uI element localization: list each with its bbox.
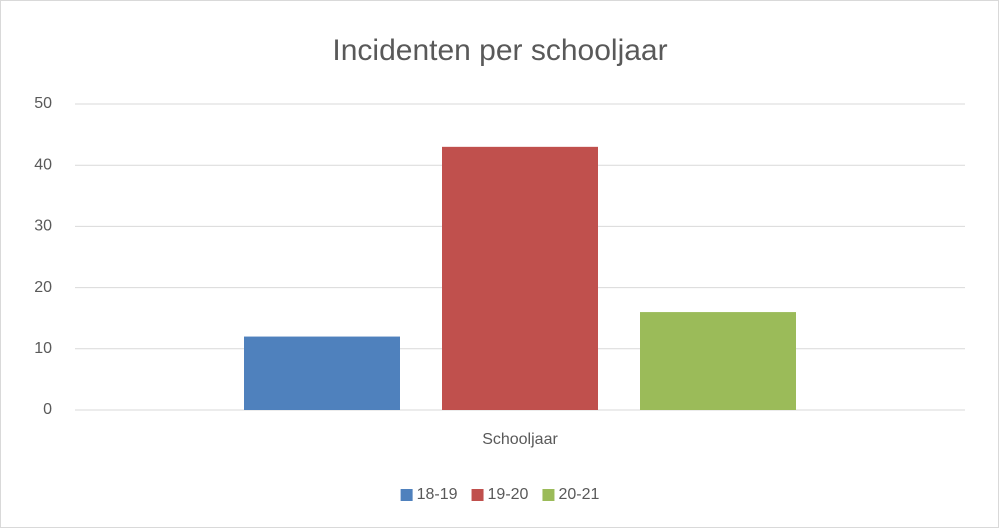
bar xyxy=(442,146,598,410)
x-tick-label: Schooljaar xyxy=(482,431,558,448)
legend-label: 18-19 xyxy=(417,486,458,503)
legend-label: 19-20 xyxy=(488,486,529,503)
legend-swatch xyxy=(400,489,413,501)
y-tick-label: 20 xyxy=(34,279,52,296)
legend-swatch xyxy=(471,489,484,501)
chart-title: Incidenten per schooljaar xyxy=(332,34,667,67)
legend-swatch xyxy=(542,489,555,501)
legend-label: 20-21 xyxy=(558,486,599,503)
y-tick-label: 30 xyxy=(34,218,52,235)
y-tick-label: 10 xyxy=(34,340,52,357)
bar xyxy=(244,336,400,410)
bar xyxy=(640,312,796,410)
y-tick-label: 40 xyxy=(34,156,52,173)
y-tick-label: 50 xyxy=(34,95,52,112)
y-tick-label: 0 xyxy=(43,401,52,418)
